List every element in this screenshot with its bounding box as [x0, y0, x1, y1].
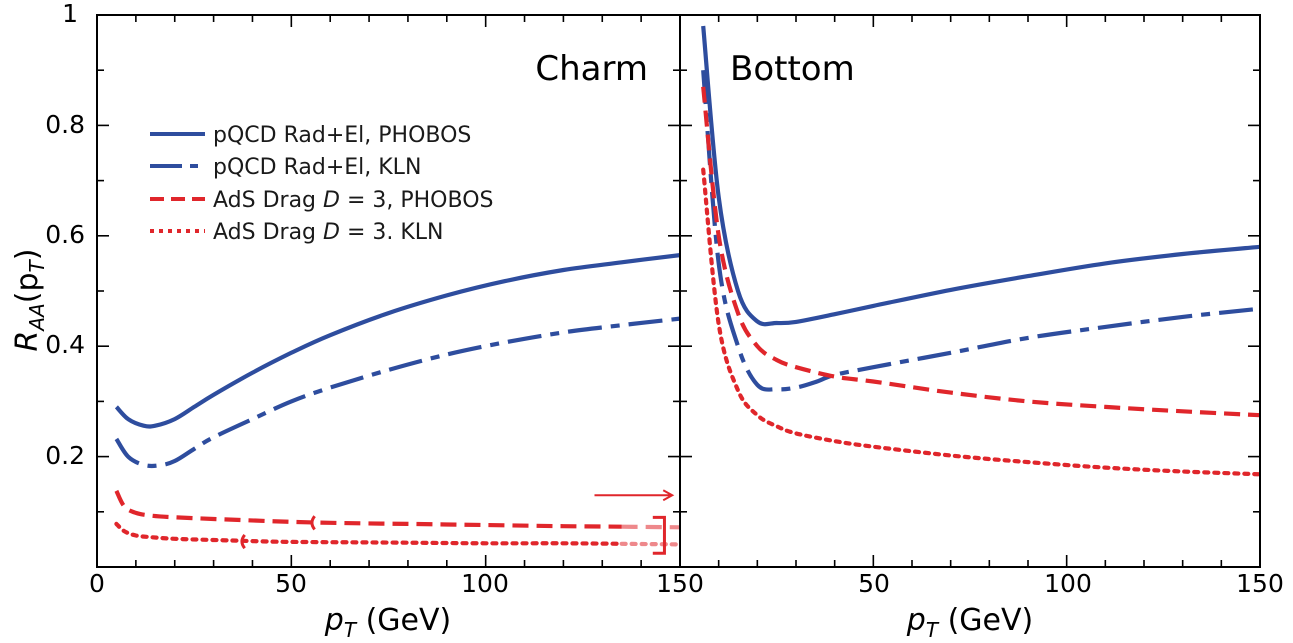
legend-label: AdS Drag D = 3, PHOBOS [213, 188, 494, 213]
x-tick-label: 0 [89, 569, 105, 598]
series-line-dash-extrapolation [621, 524, 680, 530]
crossover-marker-phobos [310, 515, 316, 531]
series-line-solid [701, 25, 1260, 327]
series-line-longdash [701, 70, 1260, 392]
x-tick-label: 100 [1044, 569, 1092, 598]
crossover-marker-kln [240, 534, 246, 550]
x-tick-label: 100 [461, 569, 509, 598]
legend-label: pQCD Rad+El, KLN [213, 155, 421, 180]
y-tick-label: 0.8 [45, 110, 85, 139]
series-line-dot-extrapolation [619, 541, 680, 547]
x-tick-label: 150 [656, 569, 704, 598]
range-bracket [652, 515, 666, 555]
y-tick-label: 0.2 [45, 441, 85, 470]
panel-curves-bottom [701, 25, 1260, 477]
series-line-dot [114, 521, 624, 546]
y-label-arg-open: (p [10, 272, 45, 303]
x-tick-label: 150 [1236, 569, 1284, 598]
y-tick-label: 0.6 [45, 220, 85, 249]
x-tick-label: 50 [275, 569, 307, 598]
series-line-longdash [114, 316, 680, 469]
panel-title-charm: Charm [535, 49, 648, 89]
x-axis-label-left: pT (GeV) [324, 603, 451, 642]
tick-marks [97, 14, 1260, 567]
y-label-main: R [10, 331, 45, 352]
y-label-sub: AA [25, 303, 49, 332]
extrapolation-arrow [594, 489, 675, 502]
curves-layer [114, 25, 1260, 547]
y-tick-label: 0.4 [45, 330, 85, 359]
legend: pQCD Rad+El, PHOBOS pQCD Rad+El, KLN AdS… [150, 123, 494, 245]
legend-label: AdS Drag D = 3. KLN [213, 220, 444, 245]
series-line-dash [114, 489, 622, 529]
x-axis-label-right: pT (GeV) [906, 603, 1033, 642]
svg-text:RAA(pT): RAA(pT) [10, 249, 49, 352]
series-line-solid [114, 253, 680, 429]
panel-title-bottom: Bottom [730, 49, 855, 89]
panel-curves-charm [114, 253, 680, 547]
annotations-layer [240, 489, 675, 555]
y-label-arg-close: ) [10, 249, 45, 261]
y-axis-label: RAA(pT) [10, 249, 49, 352]
x-tick-label: 50 [858, 569, 890, 598]
series-line-dot [701, 167, 1260, 477]
series-line-dash [701, 86, 1260, 418]
y-label-arg-sub: T [25, 258, 49, 272]
legend-label: pQCD Rad+El, PHOBOS [213, 123, 471, 148]
y-tick-label: 1 [62, 0, 78, 28]
